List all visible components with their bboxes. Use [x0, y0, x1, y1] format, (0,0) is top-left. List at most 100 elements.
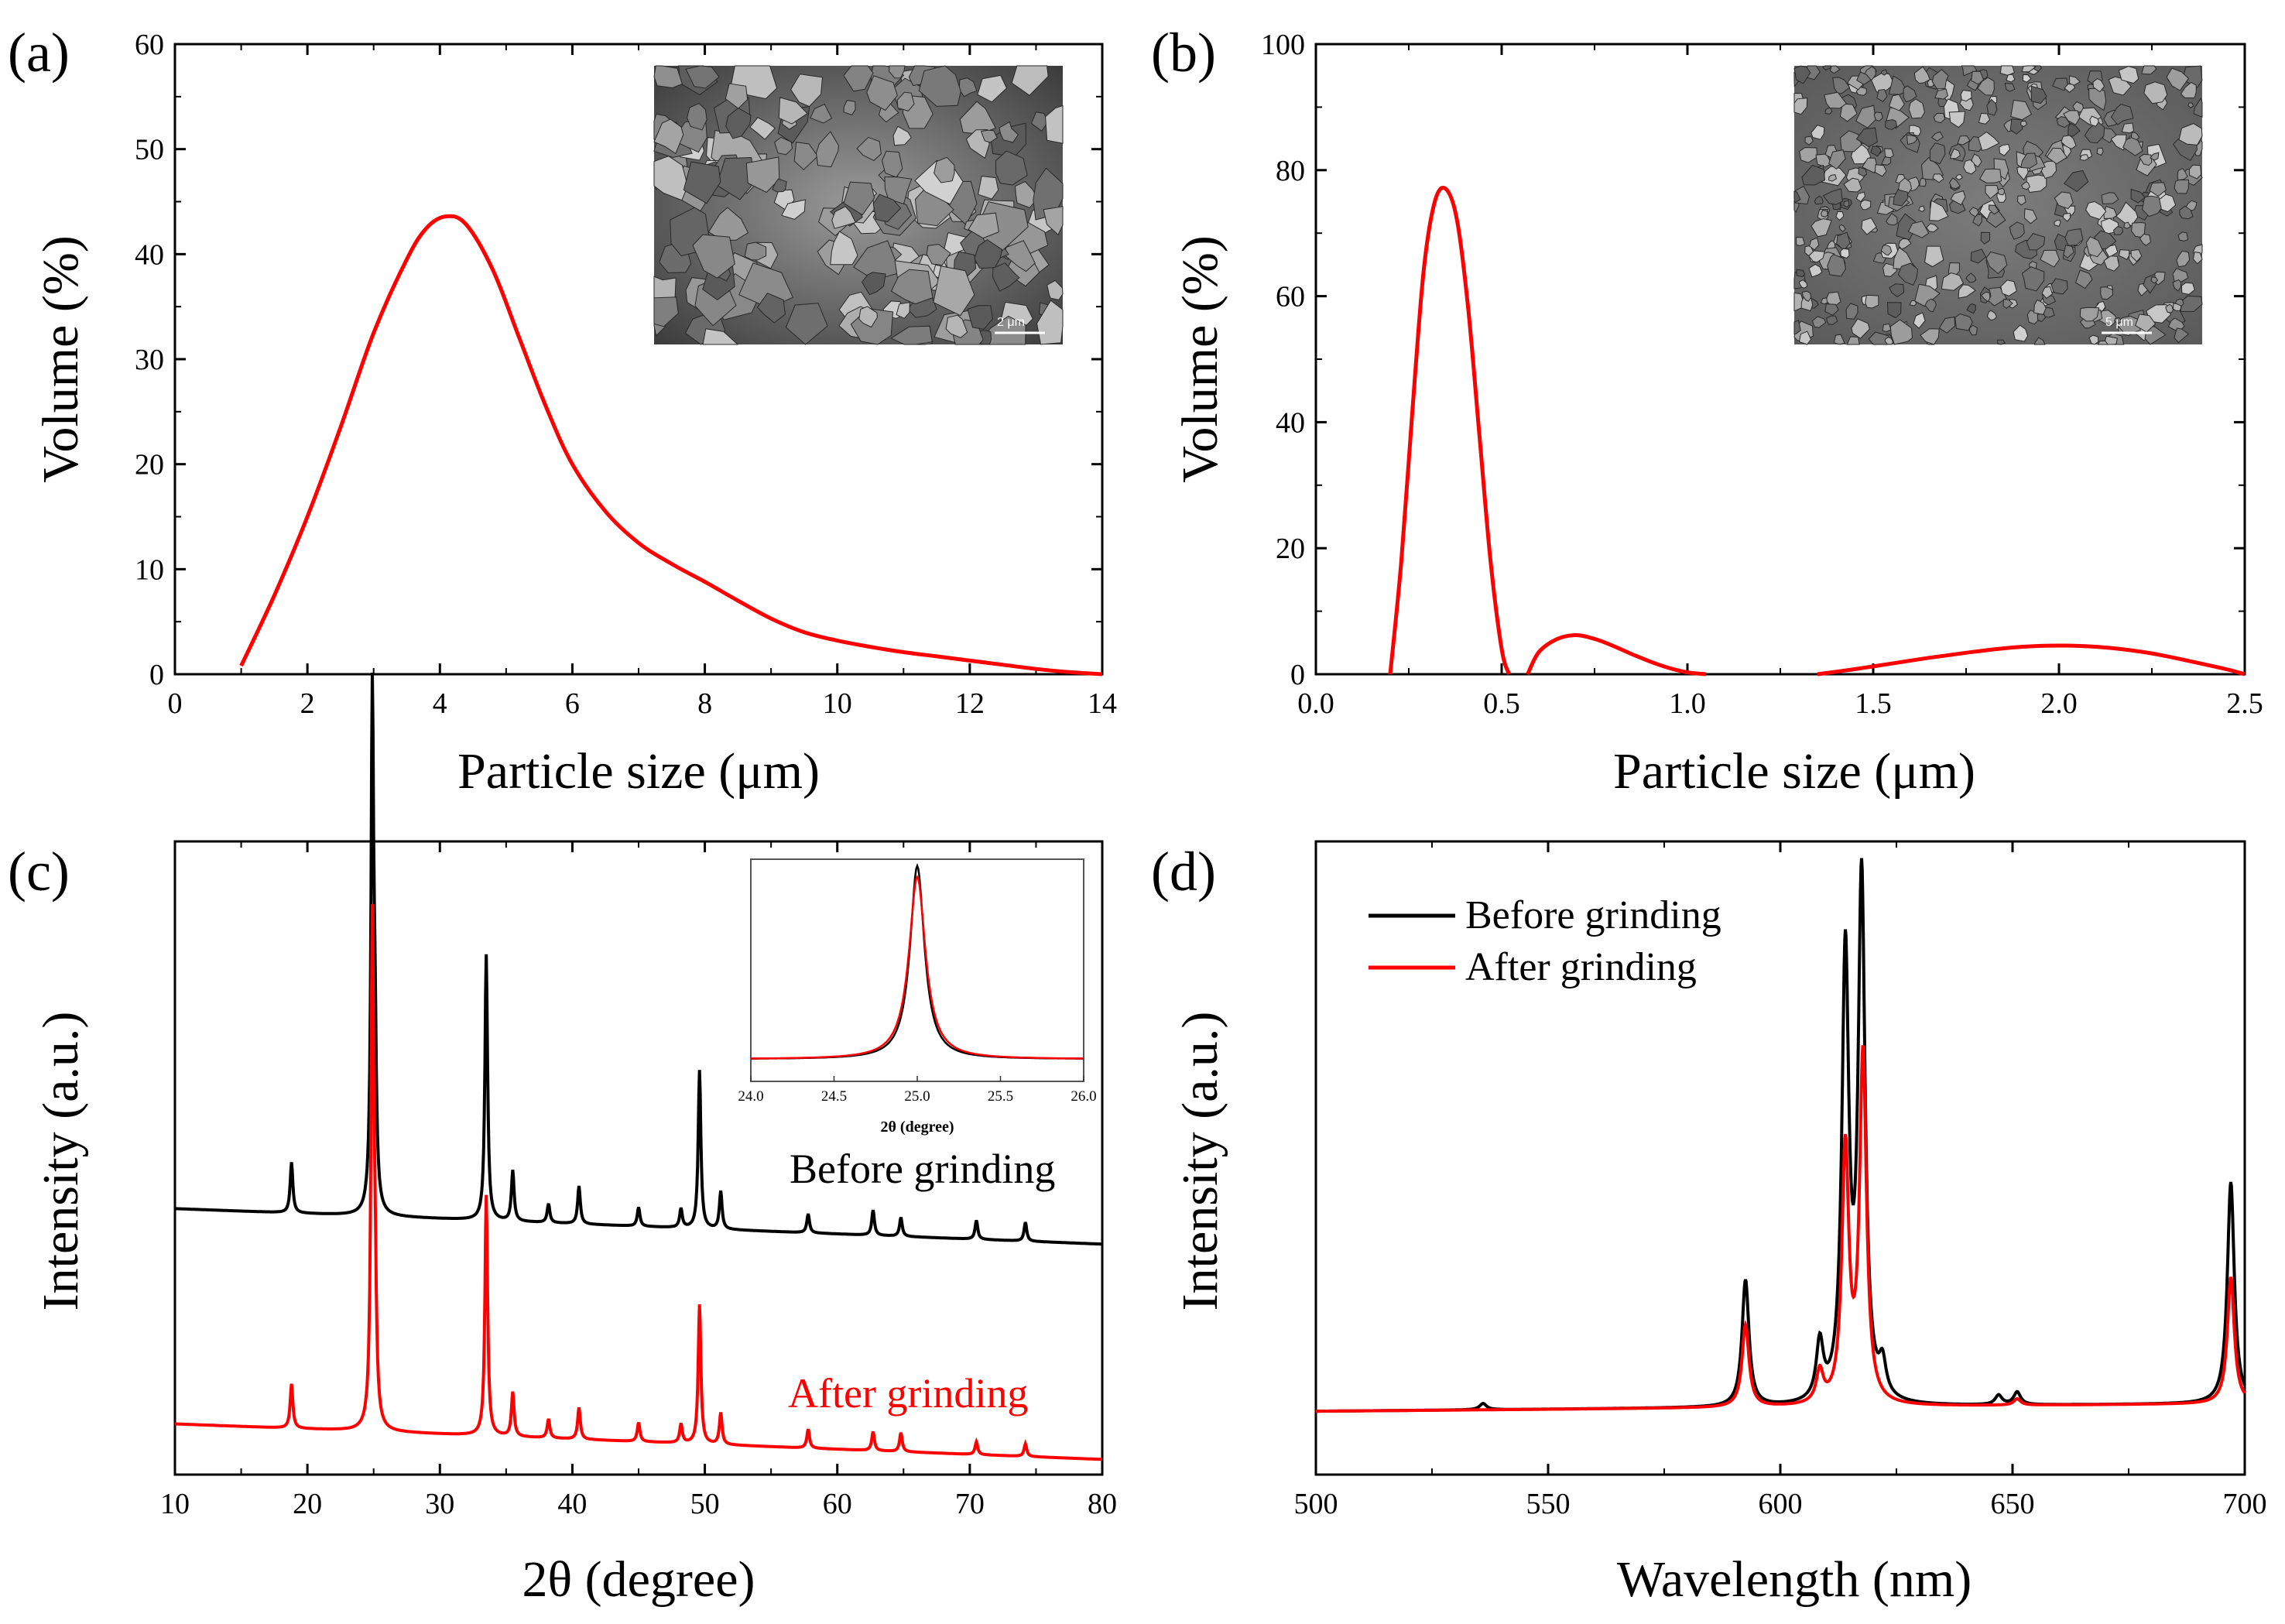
panel-a-ticks: 0 2 4 6 8 10 12 14 0 10 20 30 40 50 60 [135, 29, 1117, 720]
sem-grain [1997, 187, 2005, 196]
sem-grain [2026, 233, 2046, 251]
y-axis-title-d: Intensity (a.u.) [1172, 1012, 1228, 1311]
sem-grain [881, 150, 903, 178]
sem-grain [1880, 69, 1888, 76]
sem-grain [653, 65, 683, 89]
sem-grain [974, 238, 1002, 269]
sem-grain [1986, 98, 1998, 116]
sem-grain [1811, 218, 1832, 238]
sem-grain [815, 131, 840, 168]
x-tick-label: 10 [160, 1488, 190, 1520]
inset-x-axis-title: 2θ (degree) [880, 1119, 954, 1136]
sem-grain [1856, 71, 1872, 85]
sem-grain [1839, 103, 1858, 122]
x-tick-label: 600 [1759, 1488, 1803, 1520]
sem-grain [725, 83, 749, 109]
sem-grain [2021, 65, 2037, 73]
sem-grain [830, 231, 858, 266]
inset-x-tick-label: 24.5 [821, 1088, 847, 1105]
sem-grain [1801, 290, 1812, 302]
sem-grain [1821, 65, 1831, 71]
sem-grain [1930, 131, 1944, 142]
panel-b-label: (b) [1151, 22, 1216, 84]
panel-d-ticks: 500 550 600 650 700 [1294, 841, 2267, 1520]
sem-grain [1948, 111, 1966, 128]
sem-grain [2064, 228, 2084, 246]
sem-grain [2023, 208, 2038, 224]
sem-grain [716, 156, 756, 200]
sem-grain [749, 117, 776, 140]
sem-grain [2193, 97, 2203, 118]
sem-grain [978, 176, 999, 200]
sem-grain [2062, 212, 2071, 222]
sem-grain [1884, 118, 1898, 130]
series-line-c-before [175, 672, 1102, 1246]
sem-grain [896, 302, 910, 319]
sem-grain [1954, 173, 1963, 180]
y-tick-label: 20 [135, 449, 164, 481]
sem-grain [1970, 248, 1987, 264]
sem-grain [1798, 279, 1808, 289]
x-tick-label: 20 [293, 1488, 322, 1520]
sem-grain [2179, 205, 2194, 220]
sem-grain [2149, 182, 2167, 197]
sem-grain [2188, 164, 2202, 180]
sem-grain [1874, 164, 1887, 177]
sem-grain [2100, 286, 2114, 300]
sem-grain [2085, 236, 2103, 258]
sem-grain [926, 243, 951, 266]
y-axis-title-a: Volume (%) [33, 235, 89, 483]
sem-grain [1873, 111, 1883, 122]
sem-grain [2010, 99, 2033, 121]
sem-grain [2021, 266, 2045, 292]
legend-label-before: Before grinding [1465, 893, 1721, 937]
sem-grain [2177, 167, 2188, 181]
sem-grain [1795, 237, 1806, 247]
sem-grain [890, 325, 933, 345]
sem-grain [2072, 101, 2085, 113]
sem-grain [778, 97, 808, 125]
sem-grain [843, 181, 875, 216]
sem-grain [2176, 250, 2191, 268]
sem-grain [2054, 191, 2074, 210]
inset-x-tick-label: 24.0 [738, 1088, 763, 1105]
panel-d-label: (d) [1151, 841, 1216, 903]
x-tick-label: 12 [955, 687, 985, 720]
sem-grain [2067, 122, 2081, 137]
series-label-before: Before grinding [790, 1146, 1055, 1192]
sem-grain [785, 303, 828, 345]
sem-grain [683, 161, 721, 204]
sem-grain [2017, 195, 2026, 206]
sem-grain [1938, 316, 1956, 334]
sem-grain [2040, 249, 2061, 268]
sem-grain [1966, 303, 1976, 314]
sem-grain [892, 125, 912, 146]
y-tick-label: 60 [1276, 281, 1305, 313]
sem-grain [884, 176, 913, 205]
x-tick-label: 0.0 [1297, 687, 1334, 720]
sem-grain [1889, 319, 1913, 345]
sem-grain [1929, 200, 1949, 221]
x-tick-label: 2.5 [2226, 687, 2263, 720]
panel-c-ticks: 10 20 30 40 50 60 70 80 [160, 841, 1117, 1520]
sem-grain [1828, 149, 1846, 170]
sem-grain [1843, 200, 1850, 207]
sem-grain [2174, 327, 2190, 344]
sem-grain [1934, 88, 1948, 100]
legend: Before grinding After grinding [1369, 893, 1721, 989]
sem-grain [1907, 221, 1930, 238]
sem-grain [2141, 195, 2162, 218]
sem-grain [1920, 328, 1940, 345]
sem-grain [831, 206, 857, 229]
sem-grain [793, 142, 819, 170]
sem-grain [2052, 77, 2068, 91]
y-tick-label: 0 [1290, 659, 1305, 691]
sem-grain [1968, 207, 1979, 218]
sem-grain [1851, 318, 1870, 339]
sem-grain [1999, 143, 2011, 156]
sem-grain [2192, 251, 2203, 265]
x-tick-label: 700 [2223, 1488, 2267, 1520]
y-tick-label: 10 [135, 553, 164, 586]
sem-grain [843, 65, 874, 92]
